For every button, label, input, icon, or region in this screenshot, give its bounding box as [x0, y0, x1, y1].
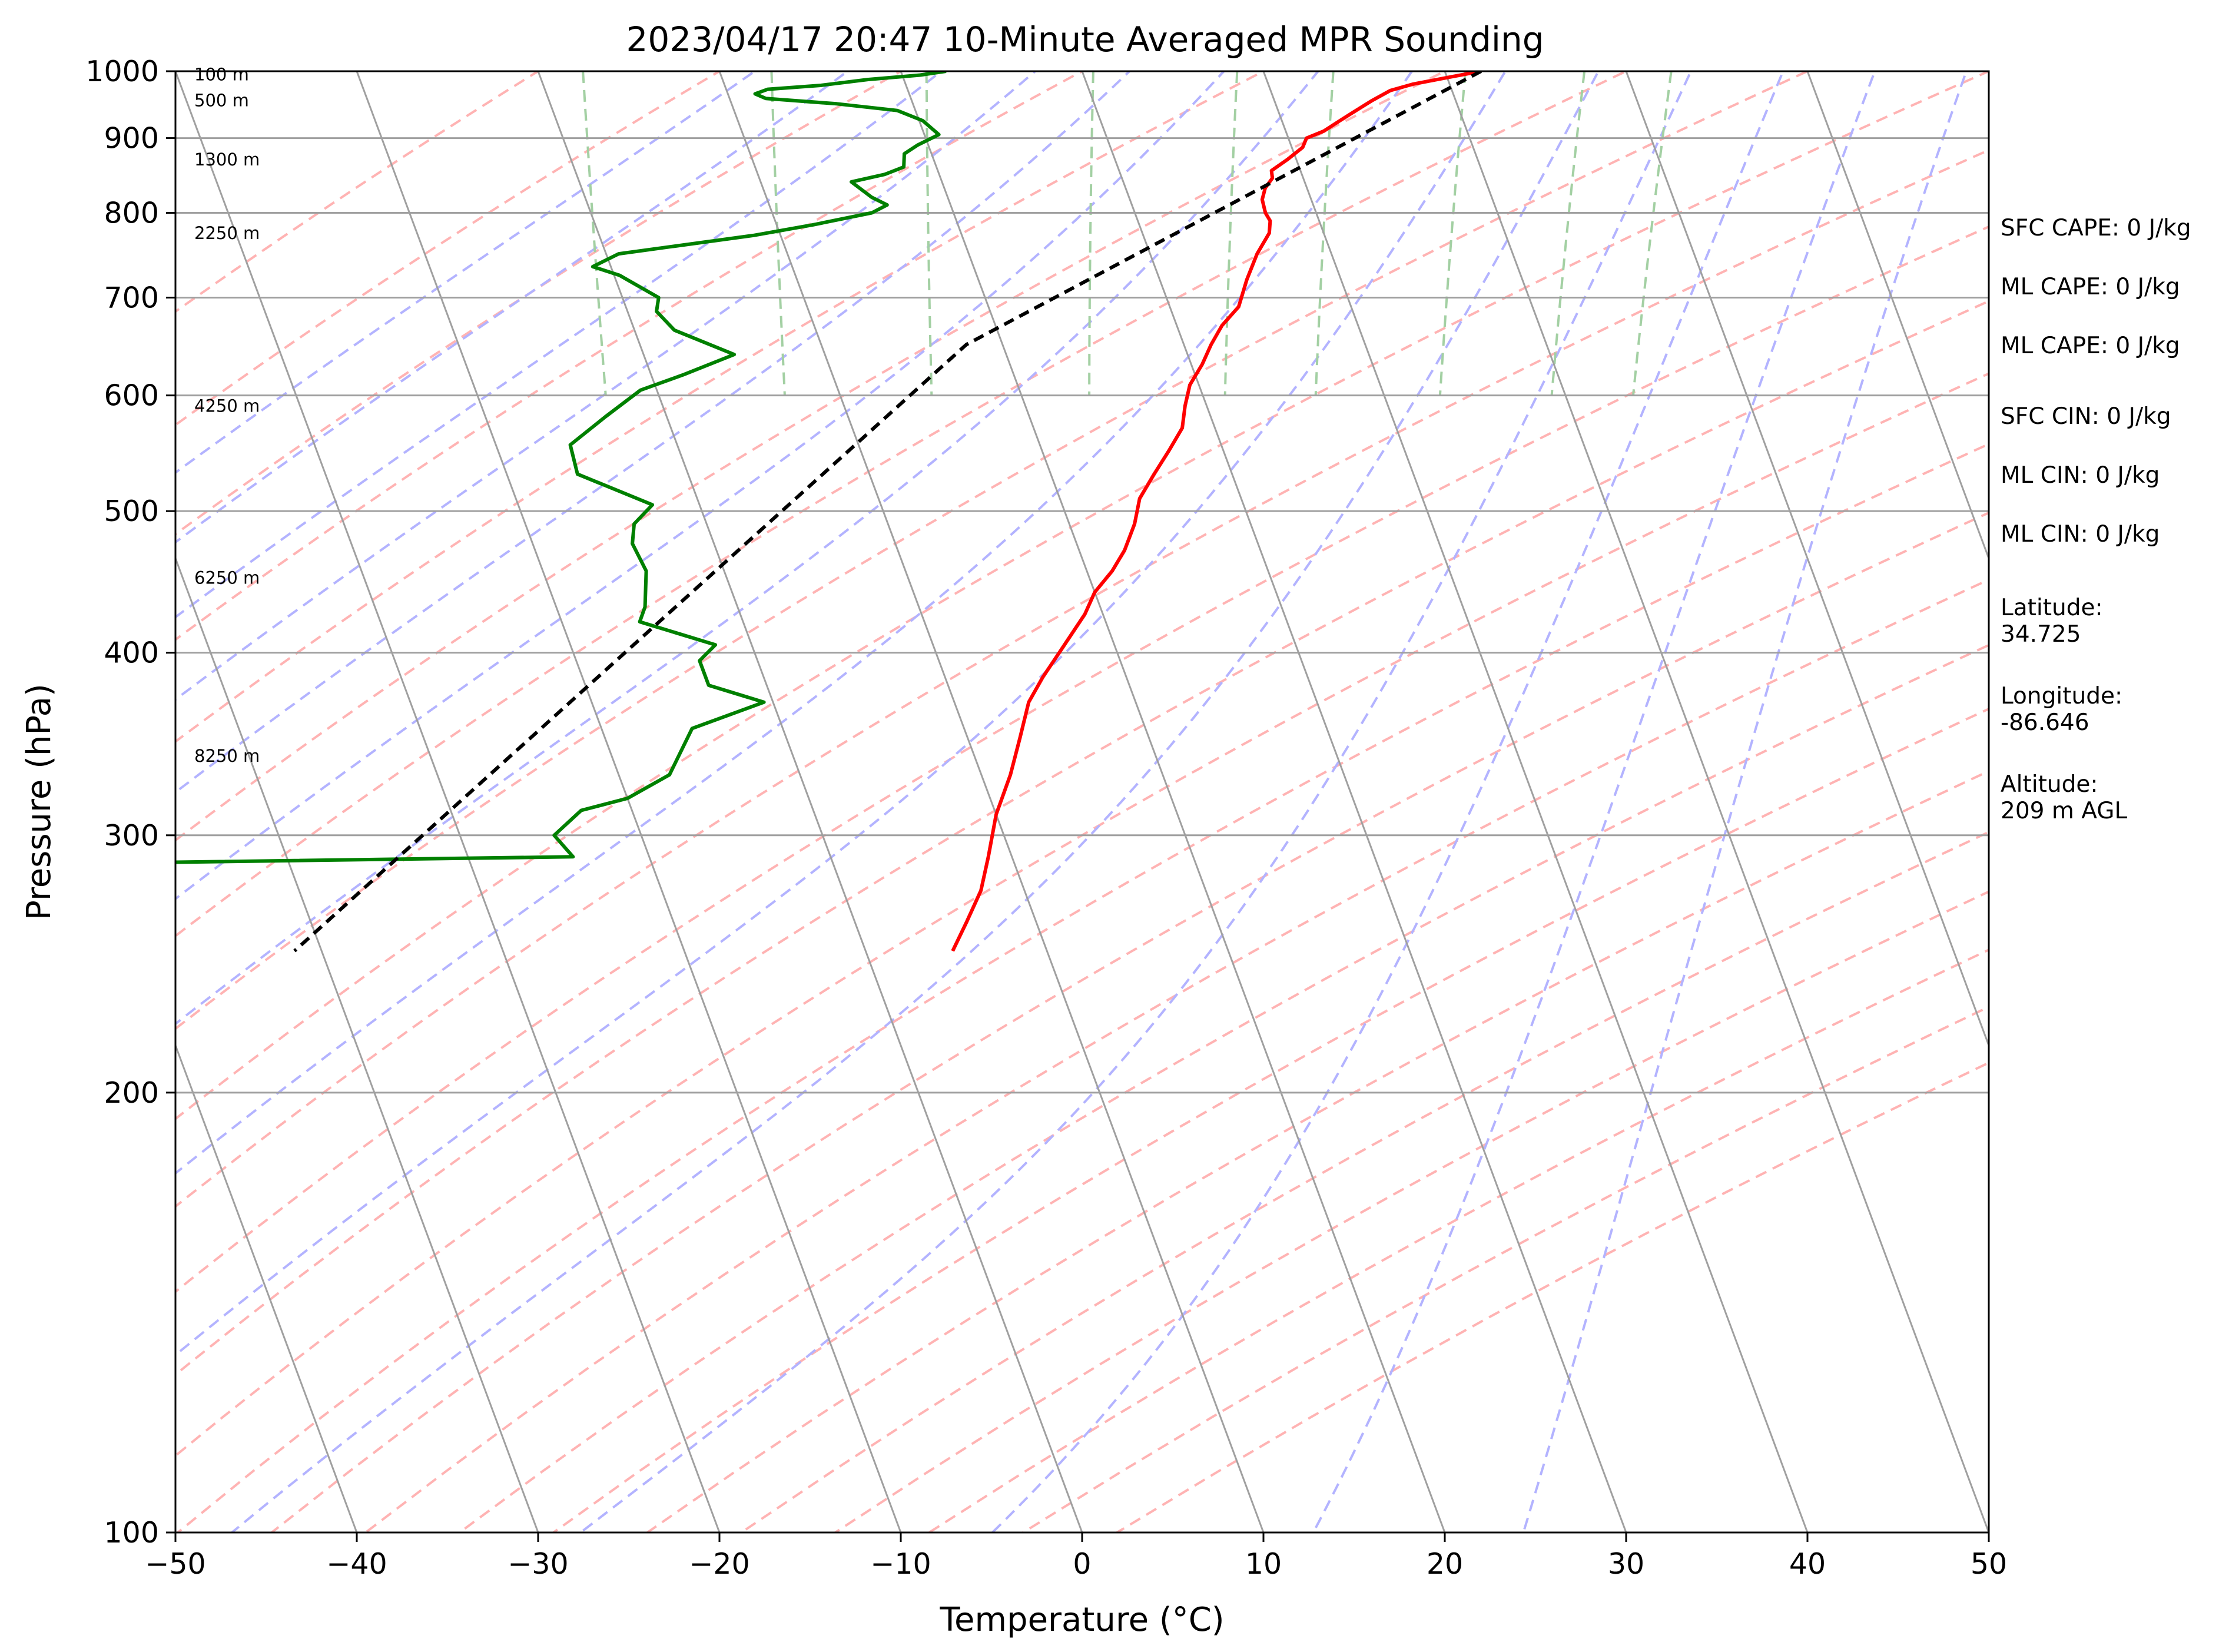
isotherm-line [718, 71, 1265, 1532]
height-label: 500 m [194, 91, 249, 111]
temperature-profile-line [951, 71, 1482, 952]
dry-adiabat-line [175, 71, 1810, 1030]
y-tick-label: 900 [104, 122, 159, 155]
dewpoint-profile-line [175, 71, 947, 864]
dry-adiabat-line [927, 948, 1989, 1532]
height-label: 8250 m [194, 746, 260, 766]
isotherm-line [175, 556, 539, 1532]
stat-annotation: SFC CAPE: 0 J/kg [2001, 215, 2191, 241]
parcel-profile-line [293, 71, 1482, 953]
moist-adiabat-line [991, 71, 1784, 1532]
x-tick-label: 0 [1073, 1547, 1091, 1581]
dry-adiabat-line [551, 707, 1989, 1532]
x-tick-label: 20 [1427, 1547, 1463, 1581]
dry-adiabat-line [833, 890, 1989, 1532]
y-tick-label: 300 [104, 819, 159, 852]
dry-adiabat-line [175, 71, 904, 536]
dry-adiabat-line [175, 443, 1989, 1532]
dry-adiabat-line [175, 71, 1266, 744]
dry-adiabat-line [175, 71, 1989, 1120]
y-tick-label: 700 [104, 281, 159, 314]
dry-adiabat-line [175, 148, 1989, 1208]
stat-annotation-line: Altitude: [2001, 771, 2098, 798]
dry-adiabat-line [739, 831, 1989, 1532]
stat-annotation-line: Latitude: [2001, 595, 2103, 621]
stat-annotation: ML CIN: 0 J/kg [2001, 462, 2160, 489]
isotherm-line [1625, 71, 1989, 1048]
stat-annotation: Latitude: 34.725 [2001, 595, 2103, 648]
isotherm-line [1081, 71, 1627, 1532]
dry-adiabat-line [270, 511, 1989, 1532]
stat-annotation-line: SFC CAPE: 0 J/kg [2001, 215, 2191, 241]
x-tick-label: −40 [326, 1547, 387, 1581]
moist-adiabat-line [175, 71, 1507, 1357]
stat-annotation-line: -86.646 [2001, 709, 2089, 736]
moist-adiabat-line [1312, 71, 1876, 1532]
isotherm-line [1262, 71, 1809, 1532]
y-axis-label: Pressure (hPa) [20, 684, 58, 920]
dry-adiabat-line [175, 71, 1448, 842]
y-tick-label: 800 [104, 197, 159, 230]
stat-annotation-line: ML CIN: 0 J/kg [2001, 521, 2160, 548]
x-tick-label: −20 [689, 1547, 749, 1581]
isotherm-line [356, 71, 902, 1532]
moist-adiabat-line [579, 71, 1693, 1532]
x-tick-label: −10 [870, 1547, 931, 1581]
moist-adiabat-line [175, 71, 1226, 901]
stat-annotation: Altitude: 209 m AGL [2001, 771, 2127, 824]
dry-adiabat-line [175, 372, 1989, 1458]
height-label: 1300 m [194, 150, 260, 170]
isotherm-line [1806, 71, 1989, 561]
stat-annotation-line: ML CAPE: 0 J/kg [2001, 333, 2180, 359]
dry-adiabat-line [175, 71, 540, 313]
stat-annotation: ML CAPE: 0 J/kg [2001, 274, 2180, 300]
chart-title: 2023/04/17 20:47 10-Minute Averaged MPR … [626, 19, 1544, 59]
moist-adiabat-line [175, 71, 1037, 701]
moist-adiabat-line [231, 71, 1600, 1532]
moist-adiabat-line [175, 71, 943, 619]
stat-annotation-line: ML CAPE: 0 J/kg [2001, 274, 2180, 300]
y-tick-label: 200 [104, 1076, 159, 1110]
height-label: 6250 m [194, 568, 260, 588]
stat-annotation: ML CAPE: 0 J/kg [2001, 333, 2180, 359]
y-tick-label: 100 [104, 1516, 159, 1550]
x-tick-label: 10 [1245, 1547, 1282, 1581]
height-label: 4250 m [194, 396, 260, 416]
stat-annotation: Longitude: -86.646 [2001, 683, 2122, 736]
stat-annotation-line: Longitude: [2001, 683, 2122, 709]
stat-annotation-line: ML CIN: 0 J/kg [2001, 462, 2160, 489]
isotherm-line [1444, 71, 1989, 1532]
y-tick-label: 600 [104, 379, 159, 413]
x-tick-label: 50 [1971, 1547, 2007, 1581]
dry-adiabat-line [175, 225, 1989, 1293]
height-label: 100 m [194, 64, 249, 84]
x-tick-label: −30 [508, 1547, 568, 1581]
y-tick-label: 1000 [85, 55, 159, 88]
moist-adiabat-line [175, 71, 1320, 1026]
stat-annotation-line: 34.725 [2001, 621, 2081, 648]
isotherm-line [175, 71, 721, 1532]
stat-annotation: ML CIN: 0 J/kg [2001, 521, 2160, 548]
x-tick-label: −50 [145, 1547, 205, 1581]
dry-adiabat-line [645, 769, 1989, 1532]
dry-adiabat-line [457, 643, 1989, 1532]
x-tick-label: 40 [1789, 1547, 1826, 1581]
dry-adiabat-line [363, 578, 1989, 1532]
isotherm-line [175, 1043, 358, 1532]
stat-annotation: SFC CIN: 0 J/kg [2001, 403, 2171, 430]
dry-adiabat-line [175, 300, 1989, 1376]
isotherm-line [537, 71, 1083, 1532]
y-tick-label: 500 [104, 495, 159, 528]
x-axis-label: Temperature (°C) [939, 1601, 1224, 1639]
moist-adiabat-line [175, 71, 1414, 1175]
stat-annotation-line: 209 m AGL [2001, 798, 2127, 824]
height-label: 2250 m [194, 223, 260, 243]
y-tick-label: 400 [104, 636, 159, 670]
moist-adiabat-line [175, 71, 1132, 794]
x-tick-label: 30 [1608, 1547, 1644, 1581]
moist-adiabat-line [1522, 71, 1968, 1532]
stat-annotation-line: SFC CIN: 0 J/kg [2001, 403, 2171, 430]
isotherm-line [900, 71, 1446, 1532]
